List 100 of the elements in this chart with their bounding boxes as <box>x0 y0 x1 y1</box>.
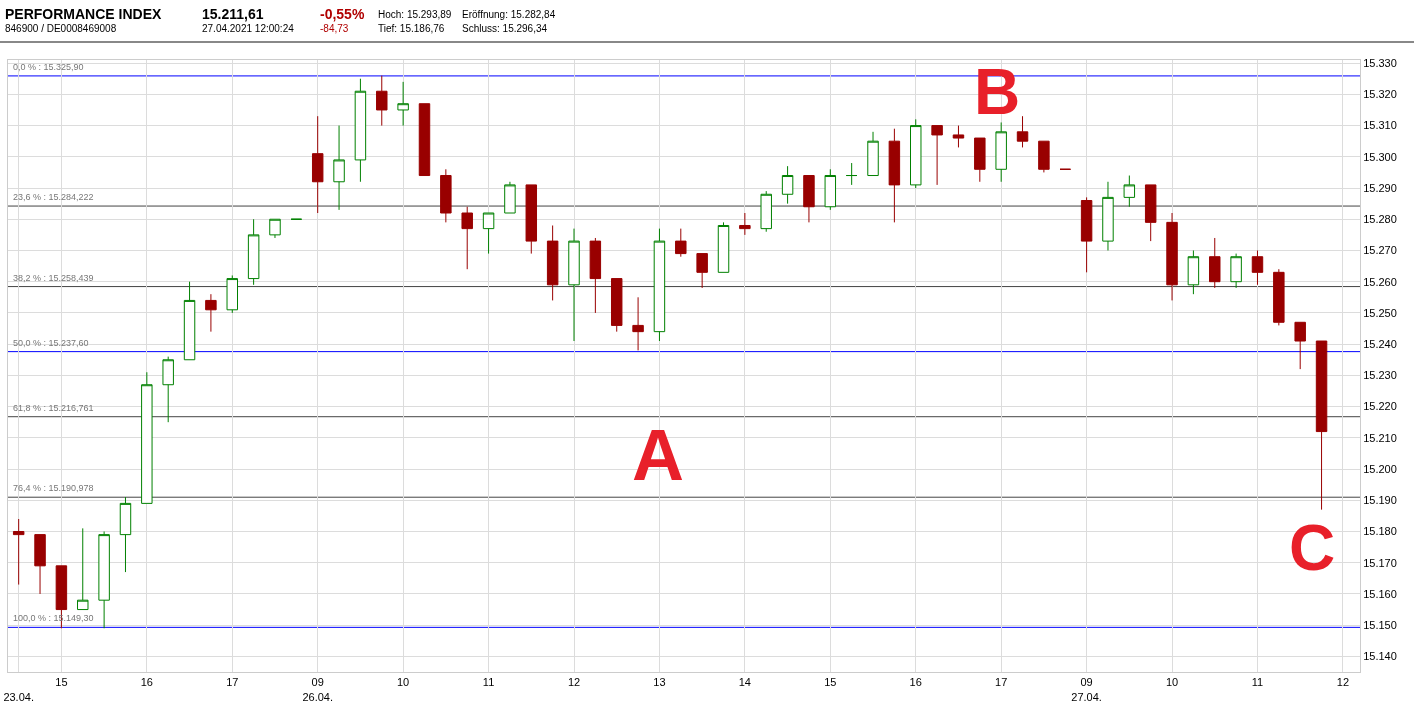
x-tick-label: 13 <box>653 676 666 689</box>
candlestick <box>1166 212 1178 301</box>
candlestick <box>269 218 281 239</box>
annotation: A <box>632 415 684 495</box>
x-tick-label: 09 27.04. <box>1071 676 1102 703</box>
candlestick <box>568 228 580 342</box>
ref-line-label: 50,0 % : 15.237,60 <box>13 338 89 348</box>
candlestick <box>696 253 708 289</box>
candlestick <box>119 496 132 573</box>
y-tick-label: 15.190 <box>1363 494 1397 507</box>
candlestick <box>760 190 772 233</box>
candlestick <box>162 356 174 423</box>
candlestick <box>931 125 943 186</box>
candlestick <box>183 281 196 361</box>
x-tick-label: 11 <box>1251 676 1264 689</box>
candlestick <box>141 371 153 504</box>
candlestick <box>910 118 922 189</box>
candlestick <box>440 168 452 223</box>
ref-line-label: 0,0 % : 15.325,90 <box>13 62 84 72</box>
candlestick <box>632 296 644 351</box>
candlestick <box>589 237 602 314</box>
y-tick-label: 15.300 <box>1363 150 1397 163</box>
candlestick <box>1144 184 1157 242</box>
x-tick-label: 12 <box>567 676 581 689</box>
candlestick <box>418 103 431 177</box>
text: 15.211,61 <box>202 6 264 22</box>
x-tick-label: 10 <box>397 676 410 689</box>
candlestick <box>952 125 965 148</box>
x-tick-label: 12 <box>1336 676 1350 689</box>
candlestick <box>247 218 260 286</box>
x-tick-label: 10 <box>1165 676 1179 689</box>
candlestick <box>1102 181 1114 251</box>
candlestick <box>12 518 25 586</box>
x-tick-label: 17 <box>995 676 1008 689</box>
y-tick-label: 15.320 <box>1363 88 1397 101</box>
y-tick-label: 15.240 <box>1363 337 1397 350</box>
x-tick-label: 11 <box>482 676 495 689</box>
candlestick <box>1209 237 1221 289</box>
candlestick <box>205 293 217 333</box>
y-tick-label: 15.140 <box>1363 650 1397 663</box>
candlestick <box>34 534 46 595</box>
y-tick-label: 15.290 <box>1363 181 1397 194</box>
x-tick-label: 17 <box>226 676 239 689</box>
y-tick-label: 15.260 <box>1363 275 1397 288</box>
y-tick-label: 15.180 <box>1363 525 1397 538</box>
candlestick <box>1080 196 1093 273</box>
x-tick-label: 23.04. <box>3 690 34 703</box>
ref-line-label: 23,6 % : 15.284,222 <box>13 192 94 202</box>
x-tick-label: 15 <box>824 676 837 689</box>
candlestick <box>675 228 687 258</box>
candlestick <box>98 530 110 629</box>
candlestick <box>845 162 858 186</box>
y-tick-label: 15.230 <box>1363 369 1397 382</box>
candlestick <box>311 115 324 214</box>
candlestick <box>1187 249 1200 295</box>
y-tick-label: 15.280 <box>1363 213 1397 226</box>
candlestick <box>653 228 666 342</box>
x-tick-label: 16 <box>909 676 922 689</box>
y-tick-label: 15.150 <box>1363 619 1397 632</box>
text: Eröffnung: 15.282,84 <box>462 9 556 20</box>
candlestick <box>333 125 345 211</box>
candlestick <box>995 121 1007 183</box>
text: Tief: 15.186,76 <box>378 23 445 34</box>
x-tick-label: 15 <box>55 676 68 689</box>
y-tick-label: 15.160 <box>1363 587 1397 600</box>
candlestick <box>717 221 730 273</box>
y-tick-label: 15.210 <box>1363 431 1397 444</box>
ref-line-label: 38,2 % : 15.258,439 <box>13 273 94 283</box>
candlestick <box>482 212 495 255</box>
y-tick-label: 15.220 <box>1363 400 1397 413</box>
candlestick <box>1273 268 1285 326</box>
x-tick-label: 09 26.04. <box>302 676 333 703</box>
x-tick-label: 14 <box>738 676 751 689</box>
chart-title: PERFORMANCE INDEX <box>5 6 163 22</box>
ref-line-label: 76,4 % : 15.190,978 <box>13 483 94 493</box>
candlestick <box>525 184 538 255</box>
candlestick <box>226 274 238 314</box>
candlestick <box>546 224 559 301</box>
candlestick <box>1123 175 1136 208</box>
candlestick <box>867 131 879 177</box>
text: 27.04.2021 12:00:24 <box>202 23 295 34</box>
y-tick-label: 15.270 <box>1363 244 1397 257</box>
candlestick <box>610 278 623 333</box>
candlestick <box>824 168 837 211</box>
candlestick <box>1315 340 1328 511</box>
candlestick <box>397 81 409 127</box>
text: -0,55% <box>320 6 365 22</box>
y-tick-label: 15.200 <box>1363 462 1397 475</box>
candlestick <box>1016 115 1029 148</box>
annotation: C <box>1289 512 1336 584</box>
ref-line-label: 61,8 % : 15.216,761 <box>13 403 94 413</box>
candlestick <box>1230 253 1242 289</box>
candlestick <box>504 181 516 214</box>
candlestick <box>781 165 794 205</box>
chart-subtitle: 846900 / DE0008469008 <box>5 23 117 34</box>
y-tick-label: 15.330 <box>1363 56 1397 69</box>
candlestick <box>77 527 89 611</box>
candlestick <box>803 175 815 223</box>
annotation: B <box>974 56 1021 128</box>
text: Schluss: 15.296,34 <box>462 23 548 34</box>
